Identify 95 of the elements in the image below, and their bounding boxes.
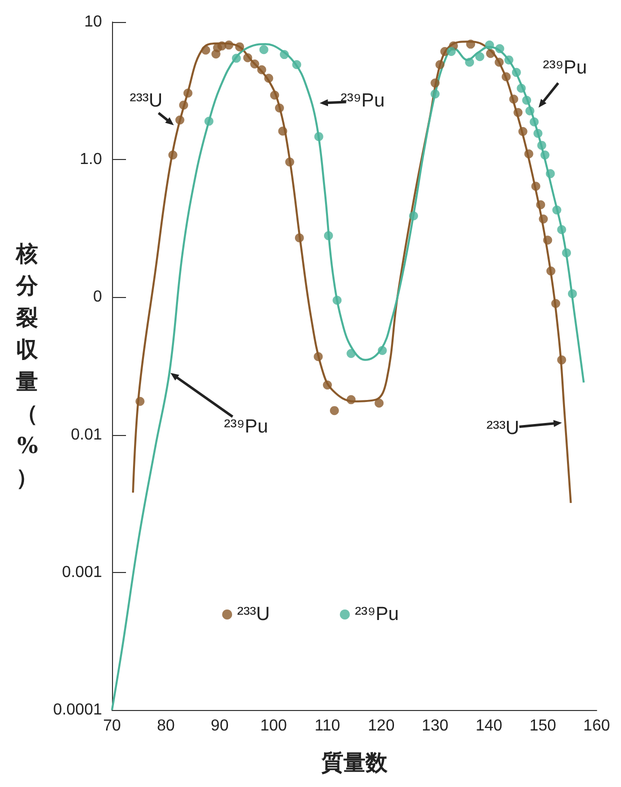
point bbox=[259, 45, 268, 54]
point bbox=[264, 74, 274, 83]
point bbox=[292, 60, 302, 70]
point bbox=[235, 42, 244, 52]
point bbox=[280, 50, 289, 60]
point bbox=[346, 348, 356, 358]
point bbox=[530, 117, 539, 126]
point bbox=[486, 49, 496, 58]
x-tick-label: 120 bbox=[368, 718, 395, 734]
point bbox=[257, 65, 266, 74]
y-tick-label: 10 bbox=[84, 14, 102, 30]
annotation: ²³⁹Pu bbox=[340, 90, 385, 112]
point bbox=[514, 108, 523, 117]
point bbox=[136, 396, 144, 406]
point bbox=[516, 84, 526, 93]
point bbox=[543, 236, 552, 245]
y-tick-label: 0.01 bbox=[70, 426, 102, 444]
annotation: ²³⁹Pu bbox=[542, 58, 587, 79]
point bbox=[378, 346, 387, 355]
y-tick-label: 0.0001 bbox=[53, 702, 102, 718]
point bbox=[435, 60, 444, 70]
point bbox=[409, 211, 418, 220]
point bbox=[537, 140, 546, 150]
y-axis-title: 核分裂収量（%） bbox=[15, 241, 39, 491]
point bbox=[466, 40, 476, 49]
point bbox=[374, 398, 384, 408]
point bbox=[179, 100, 188, 110]
point bbox=[330, 406, 339, 416]
x-tick-label: 70 bbox=[103, 718, 121, 734]
point bbox=[509, 94, 518, 104]
x-tick-label: 90 bbox=[210, 718, 229, 734]
point bbox=[243, 53, 252, 62]
point bbox=[465, 58, 474, 67]
point bbox=[524, 149, 534, 158]
point bbox=[512, 68, 521, 77]
x-tick-label: 160 bbox=[583, 718, 610, 734]
annotation: ²³³U bbox=[130, 90, 162, 112]
point bbox=[502, 72, 511, 82]
point bbox=[183, 88, 192, 98]
point bbox=[518, 127, 528, 136]
point bbox=[540, 150, 550, 160]
point bbox=[324, 231, 333, 240]
point bbox=[552, 206, 562, 215]
point bbox=[557, 225, 566, 234]
x-axis-title: 質量数 bbox=[320, 750, 388, 776]
x-tick-label: 80 bbox=[156, 718, 175, 734]
x-tick-label: 110 bbox=[314, 718, 340, 734]
point bbox=[533, 128, 542, 138]
point bbox=[522, 96, 532, 105]
point bbox=[168, 150, 178, 160]
point bbox=[204, 116, 214, 126]
point bbox=[232, 54, 241, 63]
point bbox=[475, 52, 484, 62]
x-tick-label: 100 bbox=[260, 718, 287, 734]
annotation: ²³⁹Pu bbox=[224, 416, 268, 438]
point bbox=[494, 58, 504, 67]
point bbox=[294, 233, 304, 242]
point bbox=[274, 104, 284, 113]
point bbox=[430, 89, 440, 98]
point bbox=[285, 158, 294, 167]
point bbox=[446, 47, 456, 56]
point bbox=[504, 55, 514, 64]
point bbox=[322, 380, 332, 390]
point bbox=[531, 182, 540, 191]
point bbox=[250, 60, 260, 69]
point bbox=[568, 289, 577, 298]
y-tick-label: 1.0 bbox=[80, 151, 102, 168]
point bbox=[346, 395, 356, 404]
point bbox=[546, 169, 555, 178]
legend-label: ²³³U bbox=[237, 604, 270, 625]
x-tick-label: 130 bbox=[422, 718, 449, 734]
annotation: ²³³U bbox=[486, 418, 520, 439]
point bbox=[270, 90, 280, 100]
point bbox=[551, 299, 560, 308]
y-tick-label: 0 bbox=[93, 288, 102, 306]
point bbox=[201, 46, 210, 55]
point bbox=[495, 44, 504, 54]
x-tick-label: 150 bbox=[529, 718, 556, 734]
x-tick-label: 140 bbox=[476, 718, 502, 734]
point bbox=[557, 355, 566, 364]
point bbox=[314, 352, 323, 362]
point bbox=[175, 116, 184, 124]
point bbox=[525, 106, 534, 116]
point bbox=[536, 200, 546, 210]
point bbox=[314, 132, 324, 142]
point bbox=[546, 266, 556, 276]
point bbox=[562, 248, 571, 258]
point bbox=[538, 214, 548, 224]
point bbox=[485, 40, 494, 50]
point bbox=[224, 40, 234, 50]
point bbox=[332, 296, 342, 305]
y-tick-label: 0.001 bbox=[62, 564, 102, 581]
point bbox=[278, 126, 288, 136]
legend-label: ²³⁹Pu bbox=[354, 604, 399, 625]
point bbox=[430, 78, 440, 88]
